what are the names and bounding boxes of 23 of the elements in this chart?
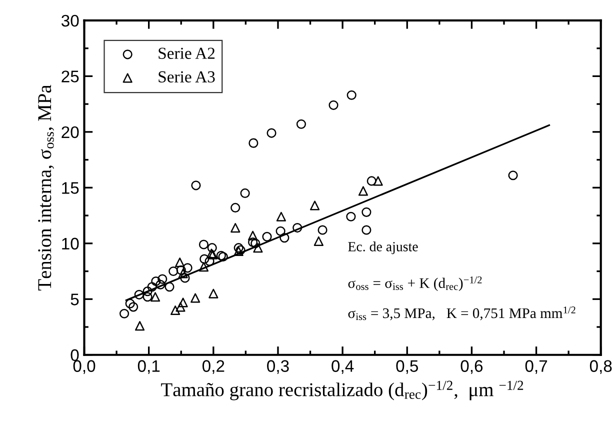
x-tick-label: 0,1 <box>138 360 160 374</box>
x-axis-title: Tamaño grano recristalizado (d$_{rec}$)$^{−1/2}$, μm $^{−1/2}$ <box>161 380 524 400</box>
annotation: Ec. de ajuste <box>348 242 418 254</box>
x-tick-label: 0,0 <box>73 360 96 374</box>
y-tick-label: 5 <box>70 294 79 306</box>
y-axis-title: Tension interna, σ$_{oss}$, MPa <box>38 84 54 290</box>
y-tick-label: 10 <box>62 238 79 250</box>
x-tick-label: 0,4 <box>332 360 354 374</box>
x-tick-label: 0,2 <box>202 360 224 374</box>
x-tick-label: 0,6 <box>460 360 483 374</box>
y-tick-label: 25 <box>62 70 79 82</box>
annotation: σ$_{iss}$ = 3,5 MPa, K = 0,751 MPa mm$^{1/2}$ <box>348 306 576 320</box>
x-tick-label: 0,8 <box>590 360 612 374</box>
x-tick-label: 0,7 <box>525 360 548 374</box>
x-tick-label: 0,5 <box>396 360 418 374</box>
legend-label: Serie A2 <box>158 48 215 59</box>
y-tick-label: 20 <box>62 126 79 138</box>
y-tick-label: 15 <box>62 182 79 194</box>
y-tick-label: 30 <box>61 14 79 27</box>
x-tick-label: 0,3 <box>267 360 289 374</box>
legend-label: Serie A3 <box>158 71 215 82</box>
annotation: σ$_{oss}$ = σ$_{iss}$ + K (d$_{rec}$)$^{−1/2}$ <box>348 276 482 292</box>
y-tick-label: 0 <box>70 349 79 362</box>
